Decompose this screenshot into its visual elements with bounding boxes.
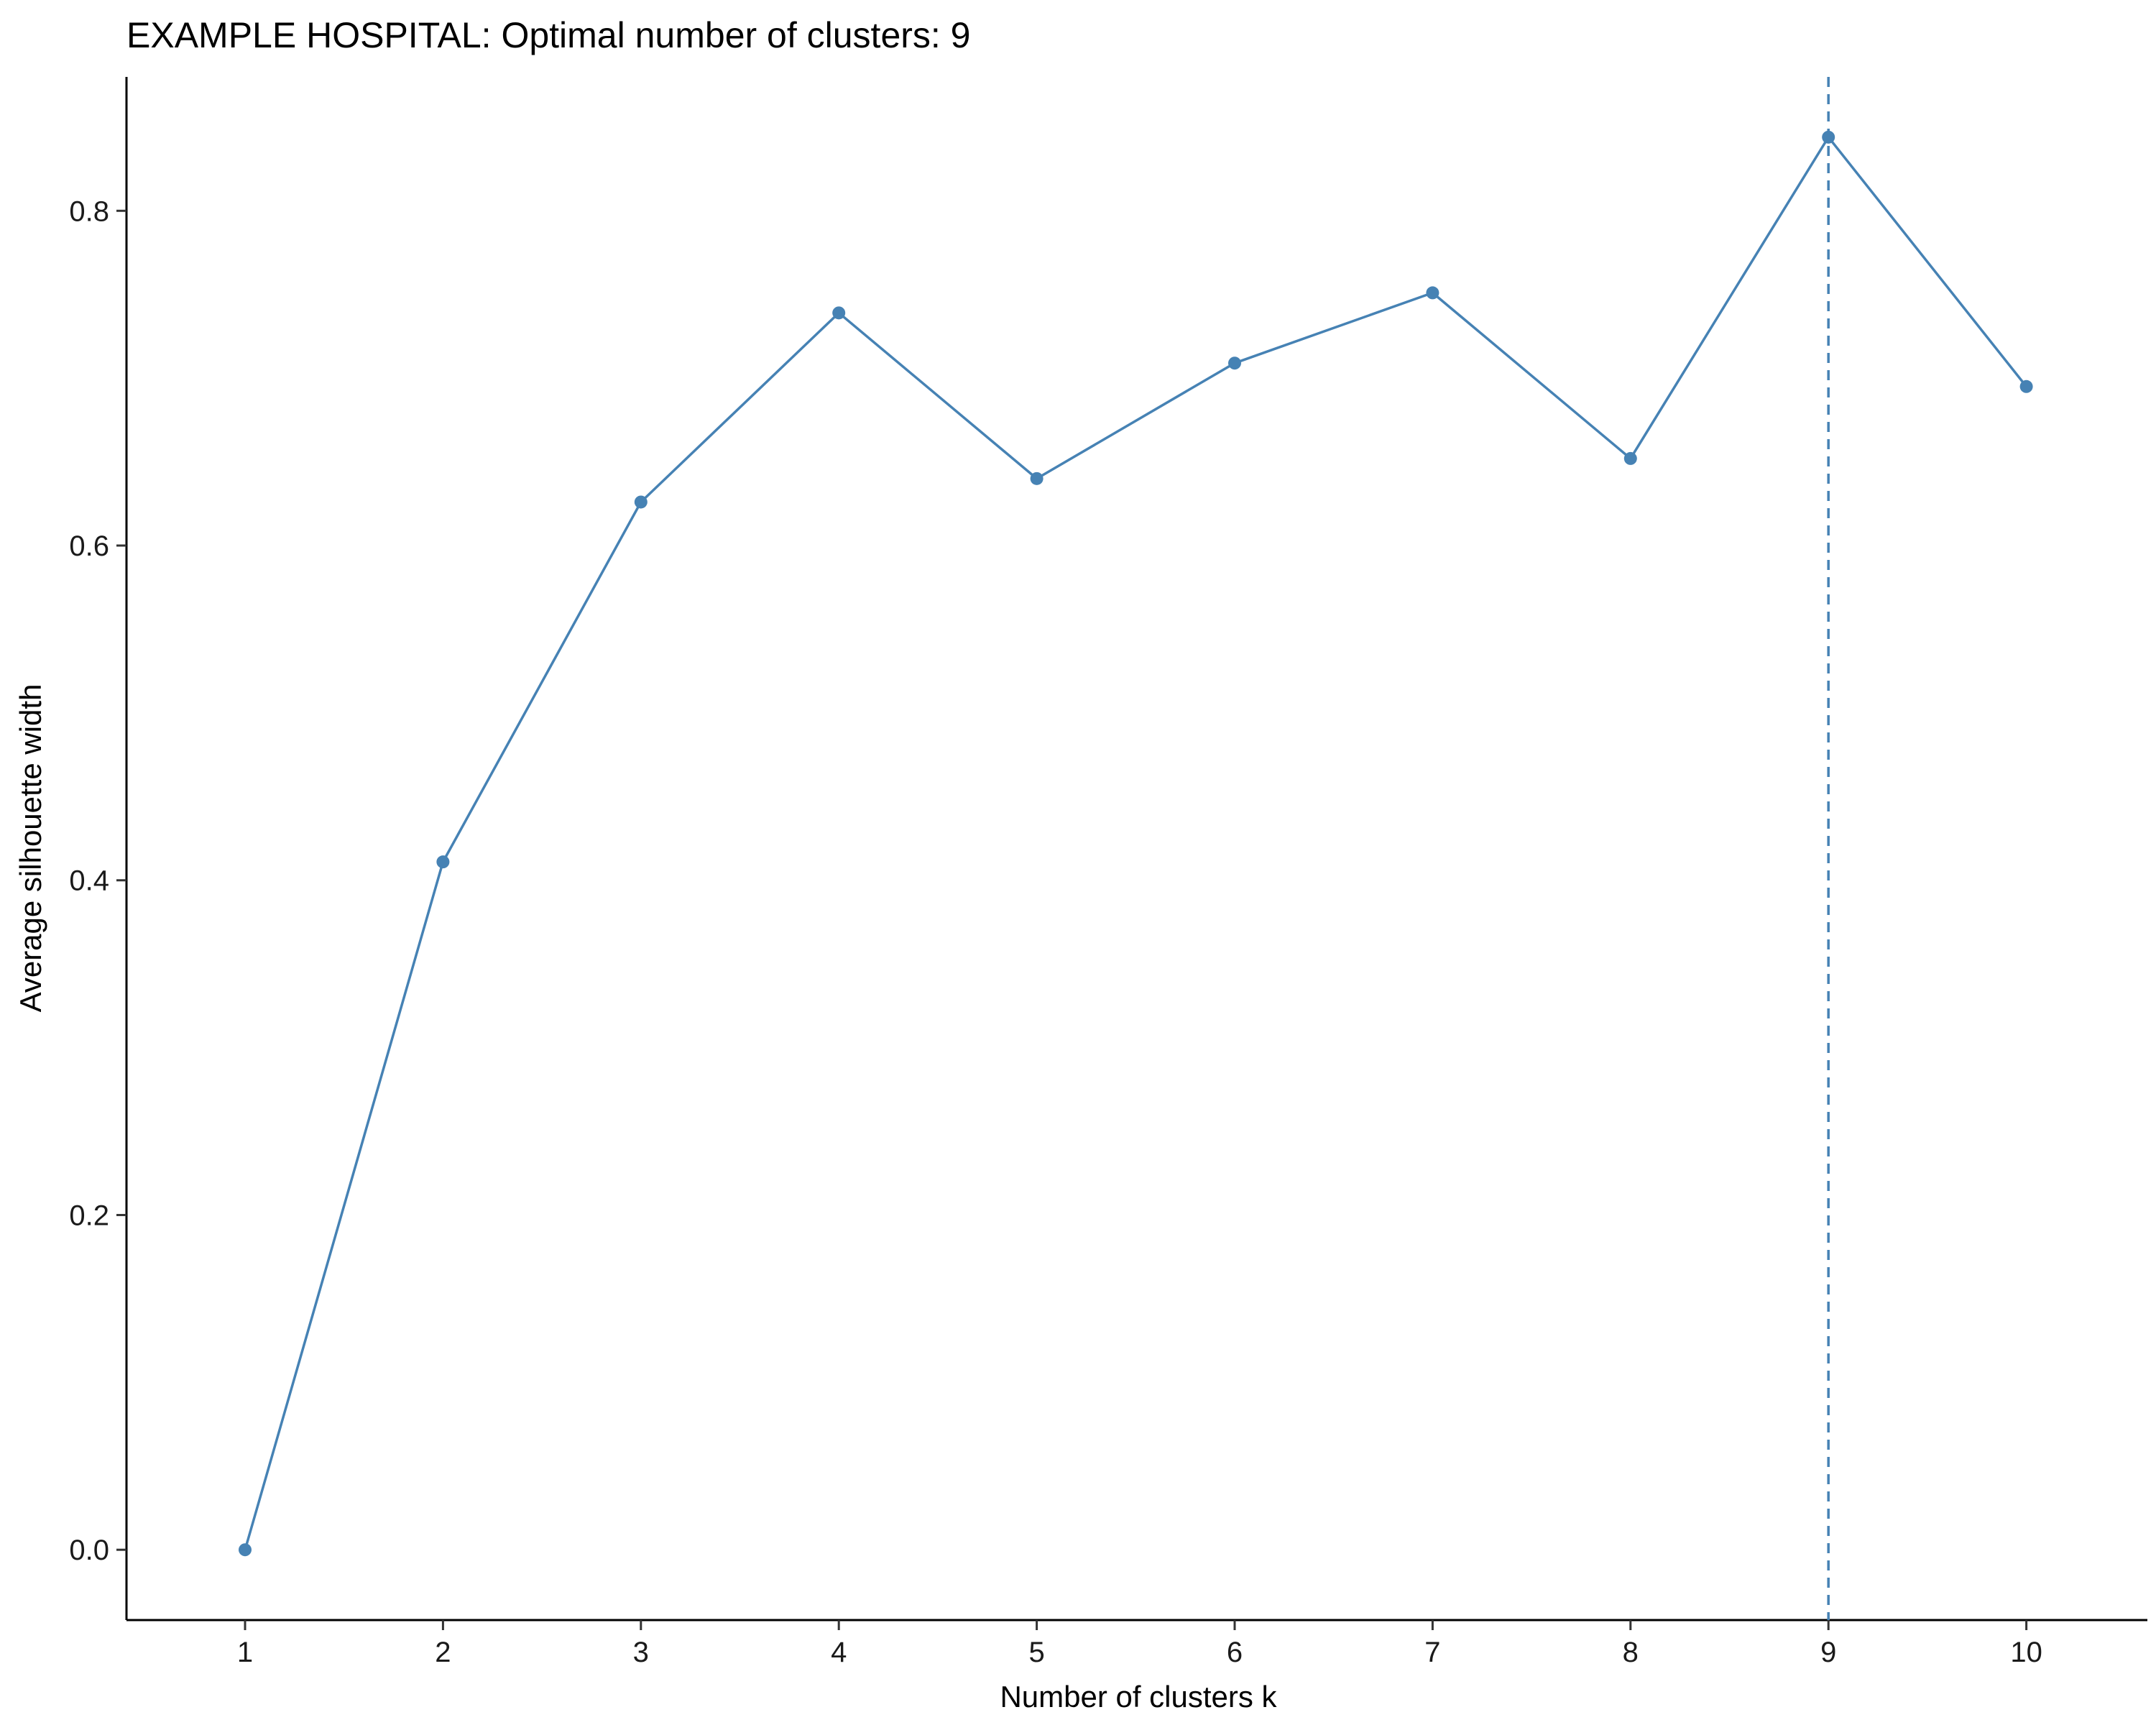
x-axis-title: Number of clusters k [1000, 1680, 1277, 1714]
series-layer [239, 130, 2033, 1557]
x-tick-label: 3 [633, 1637, 649, 1668]
x-tick-label: 10 [2010, 1637, 2042, 1668]
data-point [634, 495, 648, 509]
x-tick-label: 6 [1227, 1637, 1243, 1668]
y-tick-label: 0.2 [69, 1200, 109, 1231]
data-point [1623, 451, 1637, 465]
y-tick-label: 0.8 [69, 196, 109, 227]
x-tick-label: 4 [831, 1637, 847, 1668]
chart-title: EXAMPLE HOSPITAL: Optimal number of clus… [126, 15, 971, 55]
x-tick-label: 1 [237, 1637, 253, 1668]
series-line [244, 136, 2027, 1550]
data-point [1822, 130, 1835, 144]
data-point [436, 855, 450, 869]
x-tick-label: 9 [1820, 1637, 1836, 1668]
data-point [832, 306, 846, 320]
data-point [2019, 380, 2033, 393]
y-axis-title: Average silhouette width [14, 684, 47, 1013]
x-tick-label: 5 [1028, 1637, 1044, 1668]
data-point [1426, 286, 1439, 300]
x-tick-label: 2 [435, 1637, 451, 1668]
y-tick-label: 0.6 [69, 530, 109, 562]
data-point [1030, 472, 1044, 485]
data-point [239, 1543, 252, 1557]
y-tick-label: 0.4 [69, 865, 109, 897]
data-point [1228, 356, 1241, 370]
x-tick-label: 8 [1623, 1637, 1639, 1668]
x-tick-label: 7 [1424, 1637, 1440, 1668]
axes: 0.0 0.2 0.4 0.6 0.8 1 2 3 4 5 6 7 8 9 10 [69, 77, 2147, 1668]
y-tick-label: 0.0 [69, 1535, 109, 1566]
